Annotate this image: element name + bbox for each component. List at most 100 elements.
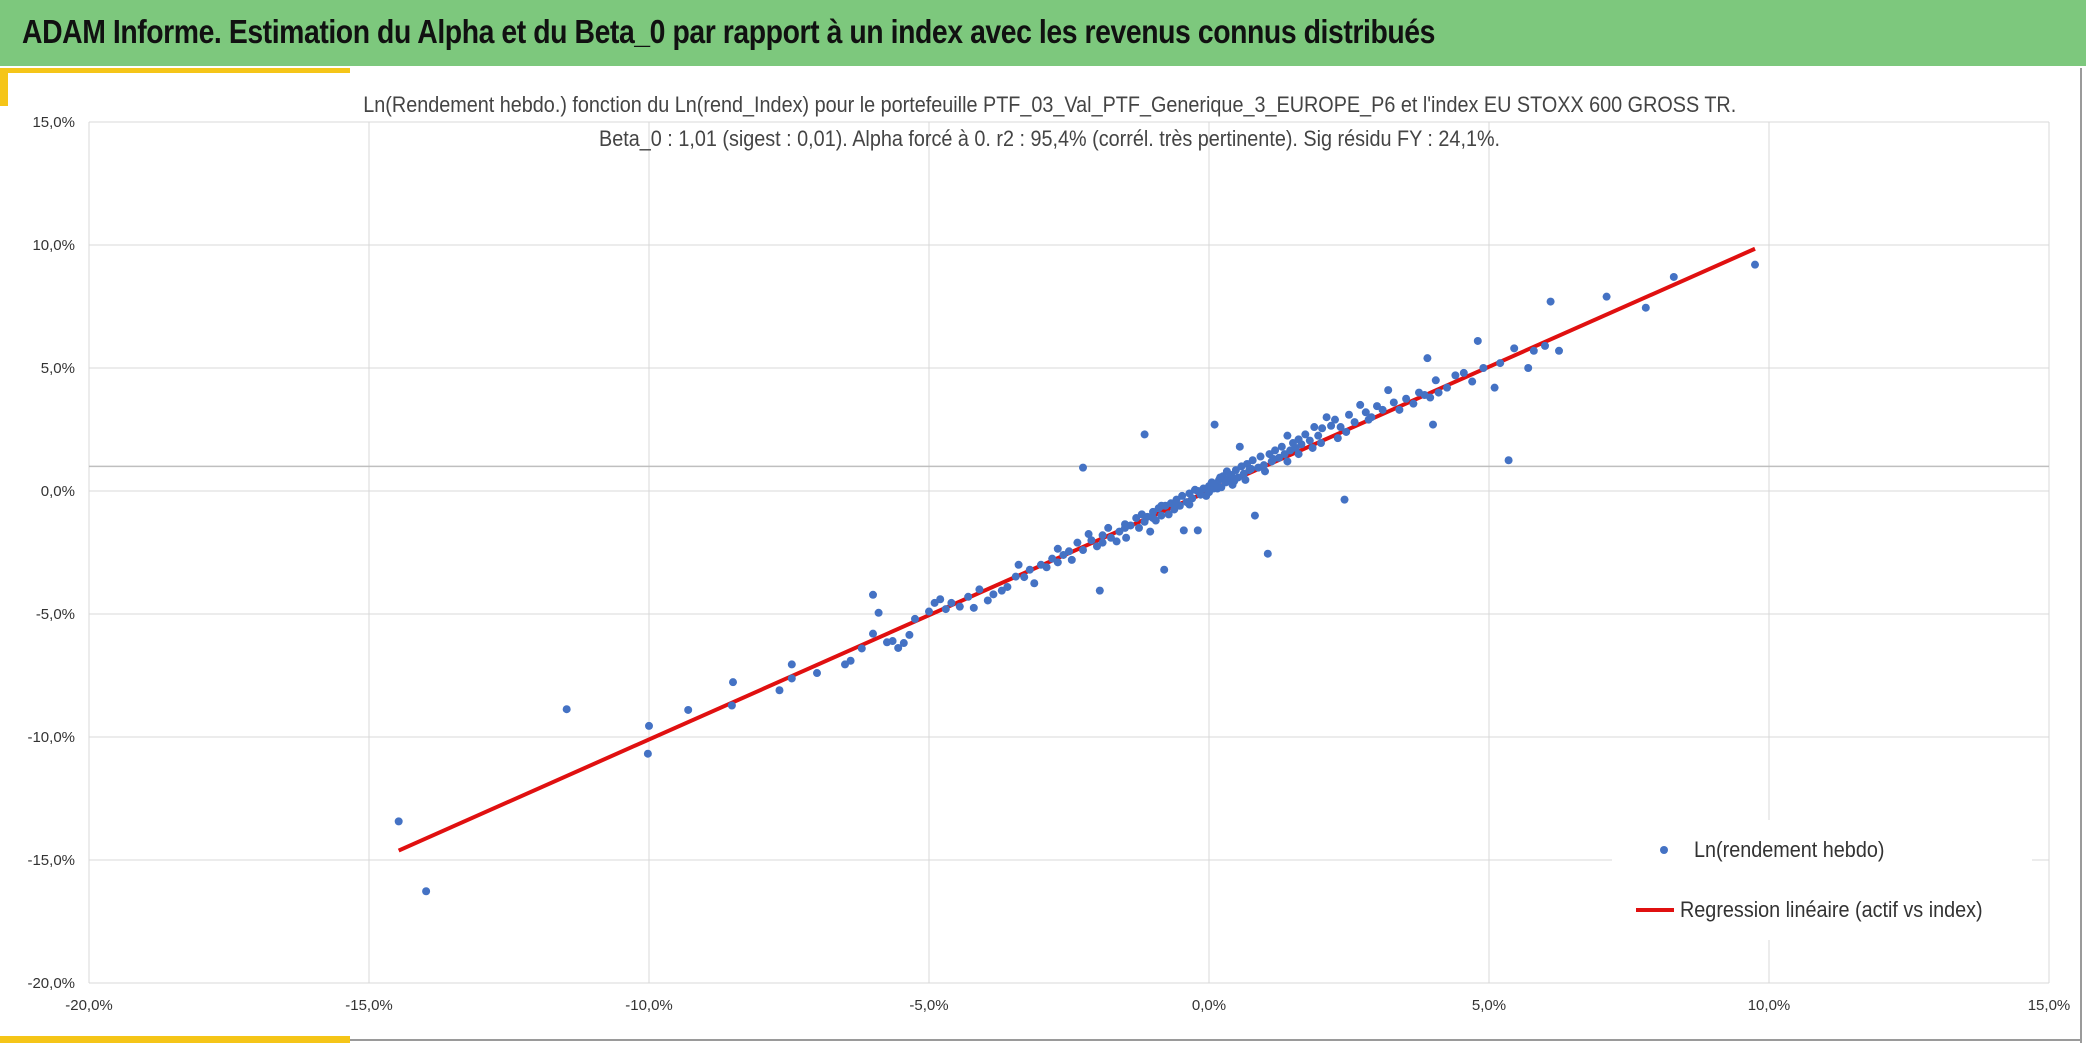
data-point [1541, 341, 1549, 350]
data-point [1459, 368, 1468, 377]
data-point [936, 595, 945, 604]
data-point [787, 674, 796, 683]
x-tick-label: -5,0% [909, 997, 948, 1014]
data-point [869, 590, 877, 599]
chart-title-line-1: Ln(Rendement hebdo.) fonction du Ln(rend… [363, 92, 1737, 117]
data-point [813, 669, 821, 678]
data-point [905, 630, 914, 639]
data-point [911, 614, 919, 623]
y-tick-label: -20,0% [27, 975, 75, 992]
data-point [1178, 491, 1187, 500]
data-point [729, 678, 737, 687]
data-point [1067, 555, 1076, 564]
data-point [1277, 442, 1286, 451]
report-title: ADAM Informe. Estimation du Alpha et du … [22, 13, 1435, 50]
data-point [1185, 500, 1194, 509]
x-tick-label: -10,0% [625, 997, 673, 1014]
data-point [422, 887, 431, 896]
data-point [1256, 452, 1265, 461]
data-point [1356, 400, 1365, 409]
data-point [869, 629, 877, 638]
data-point [1122, 533, 1131, 542]
data-point [1079, 546, 1087, 555]
data-point [1327, 421, 1336, 430]
chart-legend: Ln(rendement hebdo) Regression linéaire … [1612, 820, 2032, 940]
data-point [1104, 523, 1113, 532]
data-point [645, 721, 653, 730]
legend-label-points: Ln(rendement hebdo) [1694, 837, 1885, 862]
y-tick-label: -15,0% [27, 852, 75, 869]
data-point [1073, 538, 1082, 547]
data-point [1263, 549, 1272, 558]
data-point [1331, 415, 1339, 424]
data-point [1443, 383, 1451, 392]
data-point [941, 605, 950, 614]
tick-layer: -20,0% -15,0% -10,0% -5,0% 0,0% 5,0% 10,0% 15,0… [27, 114, 2070, 1014]
data-point [975, 585, 984, 594]
data-point [964, 592, 973, 601]
legend-item-regression: Regression linéaire (actif vs index) [1636, 890, 2016, 930]
data-point [1053, 544, 1062, 553]
data-point [1011, 572, 1020, 581]
data-point [1210, 420, 1219, 429]
data-point [1079, 463, 1087, 472]
report-header: ADAM Informe. Estimation du Alpha et du … [0, 0, 2086, 68]
data-point [1259, 461, 1268, 470]
data-point [899, 639, 908, 648]
data-point [1496, 359, 1505, 368]
data-point [1434, 388, 1443, 397]
accent-bar-bottom [0, 1036, 350, 1043]
data-point [1669, 272, 1678, 281]
data-point [1053, 558, 1062, 567]
data-point [1084, 530, 1093, 539]
data-point [874, 608, 883, 617]
data-point [775, 686, 784, 695]
data-point [1555, 346, 1563, 355]
data-point [1336, 423, 1345, 432]
frame-border-bottom [350, 1039, 2082, 1041]
data-point [1014, 560, 1023, 569]
data-point [1431, 376, 1440, 385]
data-point [1641, 303, 1650, 312]
data-point [1248, 456, 1257, 465]
data-point [1468, 377, 1477, 386]
x-tick-label: 15,0% [2028, 997, 2071, 1014]
chart-title-line-2: Beta_0 : 1,01 (sigest : 0,01). Alpha for… [599, 126, 1501, 151]
data-point [1095, 586, 1104, 595]
data-point [1230, 477, 1239, 486]
data-point [562, 705, 571, 714]
data-point [1333, 434, 1342, 443]
accent-bar-left [0, 68, 8, 106]
points-layer [394, 260, 1759, 896]
data-point [1087, 536, 1096, 545]
data-point [1524, 364, 1533, 372]
legend-label-regression: Regression linéaire (actif vs index) [1680, 897, 1983, 922]
data-point [894, 643, 903, 652]
data-point [1426, 393, 1435, 402]
data-point [727, 701, 736, 710]
data-point [1378, 405, 1387, 414]
y-tick-label: 0,0% [41, 483, 75, 500]
data-point [1389, 398, 1398, 407]
grid-layer [88, 121, 2050, 984]
data-point [947, 598, 956, 607]
data-point [1241, 475, 1250, 484]
data-point [1310, 423, 1319, 432]
data-point [1294, 450, 1303, 459]
data-point [1157, 511, 1166, 520]
data-point [1171, 499, 1180, 508]
data-point [1402, 394, 1411, 403]
data-point [1042, 563, 1051, 572]
data-point [684, 705, 693, 714]
data-point [1261, 467, 1269, 476]
data-point [1271, 446, 1280, 455]
data-point [643, 749, 652, 758]
data-point [1504, 456, 1513, 465]
data-point [1423, 354, 1432, 363]
data-point [1098, 531, 1107, 540]
data-point [1364, 415, 1373, 424]
data-point [1283, 431, 1292, 440]
data-point [1216, 473, 1225, 482]
data-point [1213, 484, 1222, 493]
